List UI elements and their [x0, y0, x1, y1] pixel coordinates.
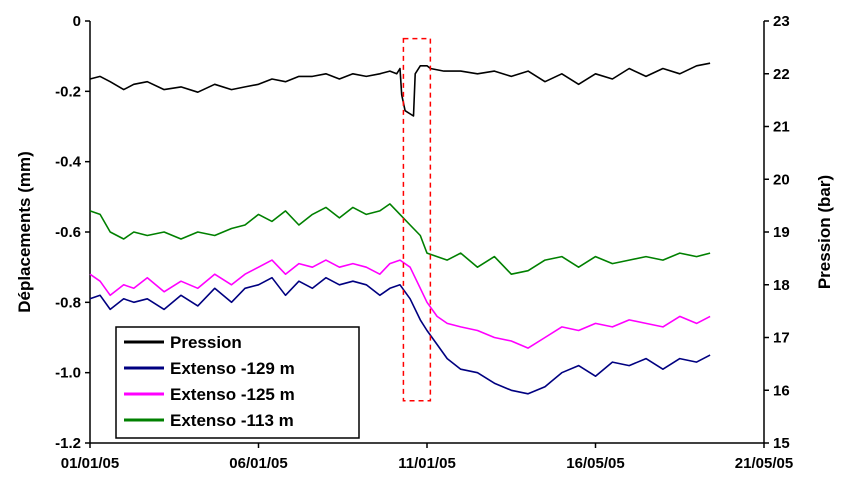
left-y-tick-label: 0 — [73, 13, 81, 30]
right-y-tick-label: 15 — [773, 435, 790, 452]
series-layer — [89, 62, 711, 395]
x-tick-label: 01/01/05 — [61, 455, 119, 472]
legend-label: Pression — [170, 333, 242, 352]
left-y-axis-ticks: 0 -0.2 -0.4 -0.6 -0.8 -1.0 -1.2 — [55, 13, 90, 452]
x-tick-label: 16/05/05 — [566, 455, 624, 472]
right-y-tick-label: 16 — [773, 382, 790, 399]
right-y-tick-label: 18 — [773, 277, 790, 294]
legend-label: Extenso -125 m — [170, 385, 295, 404]
left-y-tick-label: -0.2 — [55, 83, 81, 100]
series-line-pression — [89, 62, 711, 117]
x-tick-label: 21/05/05 — [735, 455, 793, 472]
legend-label: Extenso -129 m — [170, 359, 295, 378]
x-axis-ticks: 01/01/05 06/01/05 11/01/05 16/05/05 21/05/05 — [61, 443, 793, 472]
series-line-extenso-125-m — [89, 259, 711, 349]
left-axis-title: Déplacements (mm) — [15, 151, 34, 313]
legend: Pression Extenso -129 m Extenso -125 m Exte… — [115, 326, 360, 439]
legend-label: Extenso -113 m — [170, 411, 294, 430]
right-y-tick-label: 22 — [773, 66, 790, 83]
right-y-axis-ticks: 23 22 21 20 19 18 17 16 15 — [764, 13, 790, 452]
right-y-tick-label: 20 — [773, 171, 790, 188]
x-tick-label: 06/01/05 — [229, 455, 287, 472]
highlight-box — [402, 37, 432, 402]
right-y-tick-label: 21 — [773, 119, 790, 136]
x-tick-label: 11/01/05 — [398, 455, 456, 472]
left-y-tick-label: -0.8 — [55, 294, 81, 311]
left-y-tick-label: -1.2 — [55, 435, 81, 452]
left-y-tick-label: -1.0 — [55, 365, 81, 382]
series-line-extenso-129-m — [89, 276, 711, 395]
series-line-extenso-113-m — [89, 203, 711, 276]
left-y-tick-label: -0.6 — [55, 224, 81, 241]
right-y-tick-label: 19 — [773, 224, 790, 241]
right-axis-title: Pression (bar) — [815, 175, 834, 289]
legend-items: Pression Extenso -129 m Extenso -125 m Exte… — [124, 333, 295, 430]
right-y-tick-label: 23 — [773, 13, 790, 30]
left-y-tick-label: -0.4 — [55, 154, 82, 171]
right-y-tick-label: 17 — [773, 330, 790, 347]
